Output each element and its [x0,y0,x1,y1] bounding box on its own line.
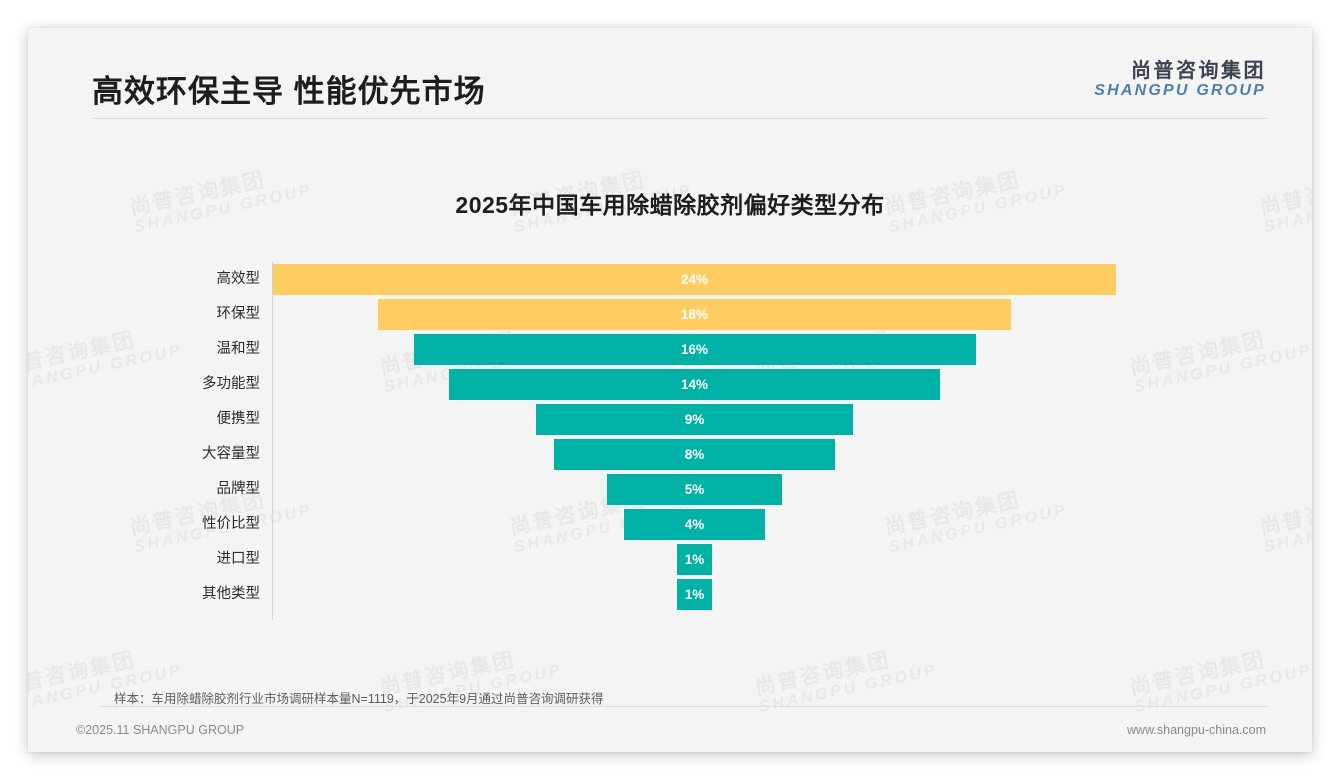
bar[interactable]: 16% [413,334,976,365]
bar[interactable]: 1% [676,579,713,610]
category-label: 性价比型 [202,516,260,532]
brand-name-cn: 尚普咨询集团 [1131,60,1266,82]
chart-title: 2025年中国车用除蜡除胶剂偏好类型分布 [455,192,885,218]
slide-footer: ©2025.11 SHANGPU GROUP www.shangpu-china… [28,714,1312,752]
header-divider [92,118,1268,119]
bar-row: 便携型 9% [28,402,1312,437]
bar-track: 1% [273,542,1288,577]
bar-value-label: 24% [680,272,709,287]
bar-track: 18% [273,297,1288,332]
bar-row: 其他类型 1% [28,577,1312,612]
bar-track: 1% [273,577,1288,612]
copyright-text: ©2025.11 SHANGPU GROUP [76,723,245,737]
bar-row: 多功能型 14% [28,367,1312,402]
chart-container: 2025年中国车用除蜡除胶剂偏好类型分布 高效型 24% 环保型 18% 温和型 16% 多… [28,128,1312,688]
category-label: 大容量型 [202,446,260,462]
bar-value-label: 14% [680,377,709,392]
bar[interactable]: 1% [676,544,713,575]
bar-track: 16% [273,332,1288,367]
bar-value-label: 4% [684,517,705,532]
category-label: 高效型 [216,271,261,287]
category-label: 其他类型 [202,586,260,602]
slide-header: 高效环保主导 性能优先市场 尚普咨询集团 SHANGPU GROUP [28,28,1312,124]
brand-logo: 尚普咨询集团 SHANGPU GROUP [1094,60,1266,100]
bar-value-label: 9% [684,412,705,427]
slide-card: 尚普咨询集团 SHANGPU GROUP 尚普咨询集团 SHANGPU GROUP 尚普… [28,28,1312,752]
bar-track: 14% [273,367,1288,402]
footer-divider [100,706,1268,707]
bar-value-label: 16% [680,342,709,357]
bar-value-label: 18% [680,307,709,322]
bar-row: 进口型 1% [28,542,1312,577]
category-label: 品牌型 [216,481,261,497]
category-label: 温和型 [216,341,261,357]
bar-track: 24% [273,262,1288,297]
bar[interactable]: 9% [536,404,853,435]
bar-track: 4% [273,507,1288,542]
page-title: 高效环保主导 性能优先市场 [92,74,486,109]
category-label: 环保型 [216,306,261,322]
chart-plot-area: 高效型 24% 环保型 18% 温和型 16% 多功能型 14% 便携型 9% 大容量型 8% 品牌型 5… [28,262,1312,630]
bar-row: 环保型 18% [28,297,1312,332]
bar[interactable]: 14% [448,369,941,400]
website-link[interactable]: www.shangpu-china.com [1127,723,1266,737]
bar-track: 5% [273,472,1288,507]
bar[interactable]: 5% [606,474,783,505]
bar-row: 温和型 16% [28,332,1312,367]
category-label: 进口型 [216,551,261,567]
bar-value-label: 1% [684,587,705,602]
bar-track: 8% [273,437,1288,472]
bar-row: 大容量型 8% [28,437,1312,472]
bar[interactable]: 18% [378,299,1011,330]
bar-row: 性价比型 4% [28,507,1312,542]
bar-row: 品牌型 5% [28,472,1312,507]
chart-source-note: 样本：车用除蜡除胶剂行业市场调研样本量N=1119，于2025年9月通过尚普咨询… [114,692,604,706]
bar[interactable]: 8% [554,439,835,470]
bar-value-label: 1% [684,552,705,567]
brand-name-en: SHANGPU GROUP [1094,82,1266,100]
category-label: 便携型 [216,411,261,427]
bar[interactable]: 24% [273,264,1116,295]
category-axis-line [272,262,273,620]
bar-track: 9% [273,402,1288,437]
bar[interactable]: 4% [624,509,765,540]
bar-rows-host: 高效型 24% 环保型 18% 温和型 16% 多功能型 14% 便携型 9% 大容量型 8% 品牌型 5… [28,262,1312,612]
category-label: 多功能型 [202,376,260,392]
bar-row: 高效型 24% [28,262,1312,297]
bar-value-label: 5% [684,482,705,497]
bar-value-label: 8% [684,447,705,462]
